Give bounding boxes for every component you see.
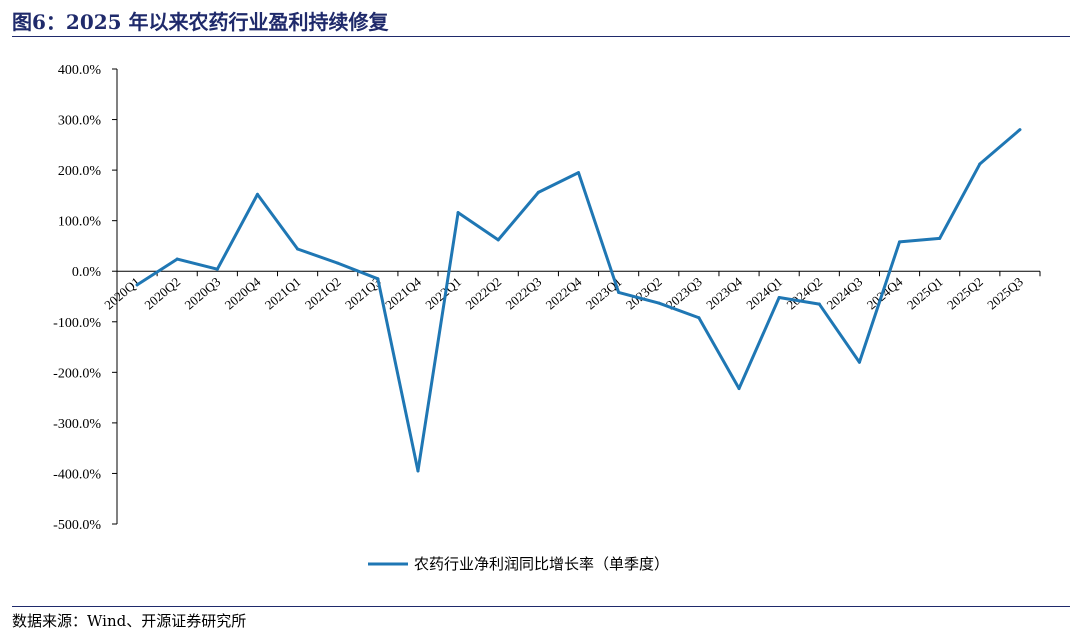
x-axis: 2020Q12020Q22020Q32020Q42021Q12021Q22021…	[101, 270, 1041, 313]
series-segment	[215, 192, 259, 271]
series-segment	[135, 257, 179, 287]
data-point	[416, 469, 420, 473]
y-tick-label: -100.0%	[53, 316, 101, 331]
y-tick-label: -500.0%	[53, 518, 101, 533]
legend-label: 农药行业净利润同比增长率（单季度）	[414, 555, 669, 573]
x-tick-label: 2020Q4	[222, 274, 264, 313]
data-point	[336, 261, 340, 265]
x-tick-label: 2021Q2	[302, 274, 344, 312]
y-tick-label: 300.0%	[58, 114, 102, 129]
y-axis: -500.0% -400.0% -300.0% -200.0% -100.0% 0.0% 1…	[53, 63, 118, 533]
legend: 农药行业净利润同比增长率（单季度）	[368, 555, 669, 573]
x-tick-label: 2022Q4	[543, 274, 585, 313]
line-chart: -500.0% -400.0% -300.0% -200.0% -100.0% 0.0% 1…	[53, 63, 1041, 573]
x-tick-label: 2022Q3	[503, 274, 545, 312]
data-point	[938, 236, 942, 240]
series-segment	[416, 211, 460, 473]
series-segment	[175, 257, 219, 271]
x-tick-label: 2024Q3	[824, 274, 866, 312]
x-tick-label: 2021Q1	[262, 274, 304, 312]
data-point	[577, 171, 580, 175]
series-segment	[737, 296, 781, 391]
data-point	[657, 301, 661, 305]
series-segment	[496, 190, 540, 242]
series-segment	[938, 162, 982, 240]
data-point	[256, 192, 259, 196]
x-tick-label: 2025Q1	[904, 274, 946, 312]
data-point	[737, 387, 741, 390]
y-tick-label: 200.0%	[58, 164, 102, 179]
series-segment	[336, 261, 380, 281]
series-segment	[456, 211, 500, 242]
data-point	[376, 277, 380, 281]
y-tick-label: -400.0%	[53, 467, 101, 482]
x-tick-label: 2020Q1	[101, 274, 143, 312]
data-point	[175, 257, 179, 261]
series-segment	[657, 301, 701, 320]
data-point	[898, 240, 901, 244]
data-point	[617, 291, 621, 294]
series-segment	[817, 302, 861, 364]
series-segment	[577, 171, 621, 294]
x-tick-label: 2021Q4	[382, 274, 424, 313]
series-segment	[898, 236, 942, 244]
series-segment	[255, 192, 300, 251]
data-point	[817, 302, 821, 306]
x-tick-label: 2023Q4	[703, 274, 745, 313]
data-point	[978, 162, 982, 166]
x-tick-label: 2025Q3	[984, 274, 1026, 312]
y-tick-label: 400.0%	[58, 63, 102, 78]
x-tick-label: 2023Q2	[623, 274, 665, 312]
x-tick-label: 2024Q4	[864, 274, 906, 313]
series-segment	[777, 296, 821, 306]
series-segment	[857, 240, 902, 364]
y-tick-label: -300.0%	[53, 417, 101, 432]
series-segment	[536, 171, 580, 194]
series-layer	[135, 128, 1022, 473]
x-tick-label: 2024Q2	[783, 274, 825, 312]
x-tick-label: 2022Q2	[462, 274, 504, 312]
data-point	[296, 247, 299, 251]
data-point	[215, 267, 219, 271]
x-tick-label: 2024Q1	[743, 274, 785, 312]
series-segment	[296, 247, 340, 265]
x-tick-label: 2020Q3	[182, 274, 224, 312]
data-point	[1018, 128, 1022, 132]
data-point	[536, 190, 540, 194]
data-point	[697, 316, 701, 320]
figure-title: 图6：2025 年以来农药行业盈利持续修复	[12, 10, 389, 34]
footer-divider	[12, 606, 1070, 607]
y-tick-label: 0.0%	[72, 265, 102, 280]
data-point	[777, 296, 781, 299]
y-tick-label: -200.0%	[53, 366, 101, 381]
y-tick-label: 100.0%	[58, 215, 102, 230]
series-segment	[697, 316, 741, 391]
data-point	[135, 283, 139, 287]
series-segment	[617, 290, 661, 305]
data-point	[456, 211, 460, 214]
series-segment	[376, 277, 420, 473]
source-note: 数据来源：Wind、开源证券研究所	[12, 612, 247, 630]
data-point	[858, 360, 861, 364]
x-tick-label: 2025Q2	[944, 274, 986, 312]
data-point	[496, 238, 500, 242]
series-segment	[978, 128, 1022, 166]
figure-title-bar: 图6：2025 年以来农药行业盈利持续修复	[0, 0, 1080, 38]
title-divider	[12, 36, 1070, 37]
